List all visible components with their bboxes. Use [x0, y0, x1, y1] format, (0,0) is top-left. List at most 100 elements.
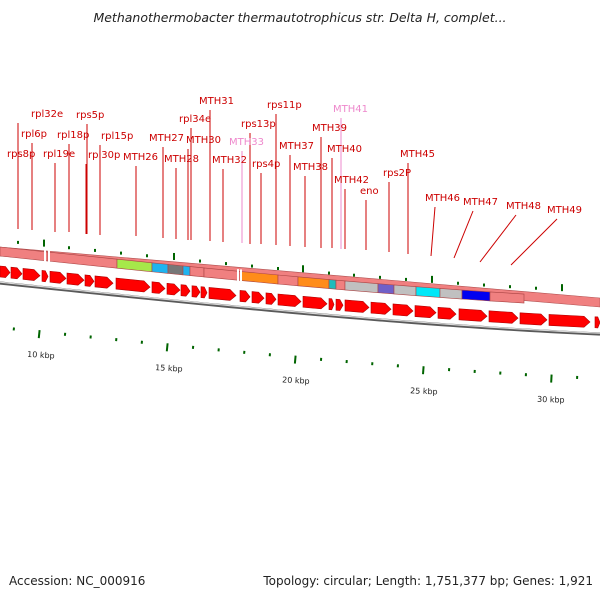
tick-mark	[483, 283, 485, 287]
gene-label: MTH42	[334, 175, 369, 186]
gene-arrow	[370, 301, 392, 315]
scale-tick	[63, 332, 67, 336]
scale-tick	[576, 375, 579, 379]
feature-block	[182, 265, 191, 276]
scale-tick	[524, 373, 527, 377]
gene-arrow	[239, 290, 251, 303]
gene-arrow	[594, 316, 600, 329]
feature-block	[277, 274, 299, 287]
scale-label: 30 kbp	[537, 395, 565, 405]
gene-label: MTH49	[547, 205, 582, 216]
scale-tick	[217, 348, 220, 352]
gene-arrow	[208, 287, 237, 301]
tick-mark	[199, 259, 201, 263]
tick-mark	[561, 284, 563, 292]
scale-tick	[293, 355, 297, 364]
tick-mark	[120, 251, 122, 255]
gene-label: rps5p	[76, 110, 104, 121]
gene-arrow	[180, 284, 191, 297]
gene-arrow	[392, 303, 414, 317]
gene-arrow	[10, 266, 23, 280]
scale-label: 25 kbp	[410, 386, 438, 396]
gene-arrow	[0, 265, 11, 278]
tick-mark	[68, 246, 70, 250]
scale-tick	[89, 335, 92, 339]
backbone-line	[0, 281, 600, 336]
gene-label: rps11p	[267, 100, 302, 111]
tick-mark	[353, 273, 355, 277]
leader-line	[510, 218, 558, 266]
gene-label: rps2P	[383, 168, 411, 179]
tick-mark	[328, 271, 330, 275]
gene-arrow	[344, 299, 370, 313]
gene-label: MTH28	[164, 154, 199, 165]
gene-label: rpl6p	[21, 129, 47, 140]
feature-block	[189, 266, 205, 278]
gene-arrow	[265, 292, 277, 305]
accession-text: Accession: NC_000916	[9, 574, 146, 588]
feature-track	[0, 246, 600, 308]
gene-arrow	[458, 308, 488, 322]
track-gap	[237, 269, 239, 283]
track-gap	[44, 249, 46, 263]
leader-lines	[17, 110, 558, 266]
gene-arrow	[488, 310, 519, 324]
scale-tick	[165, 343, 169, 352]
gene-label: rpl18p	[57, 130, 89, 141]
leader-line	[479, 214, 517, 263]
tick-mark	[277, 266, 279, 270]
tick-mark	[251, 264, 253, 268]
gene-label: rpl32e	[31, 109, 63, 120]
gene-label: MTH30	[186, 135, 221, 146]
gene-label: rpl15p	[101, 131, 133, 142]
gene-label: MTH39	[312, 123, 347, 134]
gene-arrow	[335, 298, 344, 311]
top-ticks	[17, 239, 563, 292]
track-gap	[48, 250, 50, 264]
gene-label: MTH48	[506, 201, 541, 212]
gene-arrow	[49, 270, 67, 284]
gene-label: MTH45	[400, 149, 435, 160]
scale-tick	[12, 327, 15, 331]
feature-block	[415, 286, 441, 298]
map-title: Methanothermobacter thermautotrophicus s…	[93, 10, 507, 25]
gene-label: MTH32	[212, 155, 247, 166]
scale-label: 10 kbp	[27, 350, 55, 361]
scale-tick	[447, 368, 451, 372]
gene-arrow	[84, 274, 95, 287]
track-gap	[240, 269, 242, 283]
gene-arrow	[41, 270, 49, 283]
gene-label: MTH40	[327, 144, 362, 155]
tick-mark	[405, 277, 407, 281]
gene-arrow	[151, 281, 166, 294]
feature-block	[151, 262, 169, 274]
gene-label: eno	[360, 186, 379, 197]
feature-block	[489, 291, 525, 304]
scale-tick	[473, 369, 476, 373]
gene-label: rpl34e	[179, 114, 211, 125]
gene-label: MTH46	[425, 193, 460, 204]
gene-arrow	[519, 312, 548, 326]
scale-tick	[115, 338, 118, 342]
gene-label: MTH31	[199, 96, 234, 107]
gene-arrow	[277, 293, 302, 307]
leader-line	[430, 206, 436, 257]
scale-ruler: 10 kbp 15 kbp 20 kbp 25 kbp 30 kbp	[12, 327, 579, 405]
gene-arrow	[437, 306, 457, 320]
feature-block	[335, 279, 346, 291]
tick-mark	[17, 240, 19, 244]
scale-tick	[499, 371, 502, 375]
topology-summary: Topology: circular; Length: 1,751,377 bp…	[263, 574, 593, 588]
scale-tick	[191, 345, 195, 349]
tick-mark	[535, 286, 537, 290]
gene-label: MTH38	[293, 162, 328, 173]
scale-tick	[268, 353, 271, 357]
gene-arrow	[414, 305, 437, 319]
gene-label: MTH33	[229, 137, 264, 148]
gene-arrow	[66, 272, 85, 286]
gene-arrow	[328, 298, 335, 311]
gene-label: rpl30p	[88, 150, 120, 161]
scale-tick	[319, 357, 323, 361]
backbone-highlight	[0, 281, 600, 334]
